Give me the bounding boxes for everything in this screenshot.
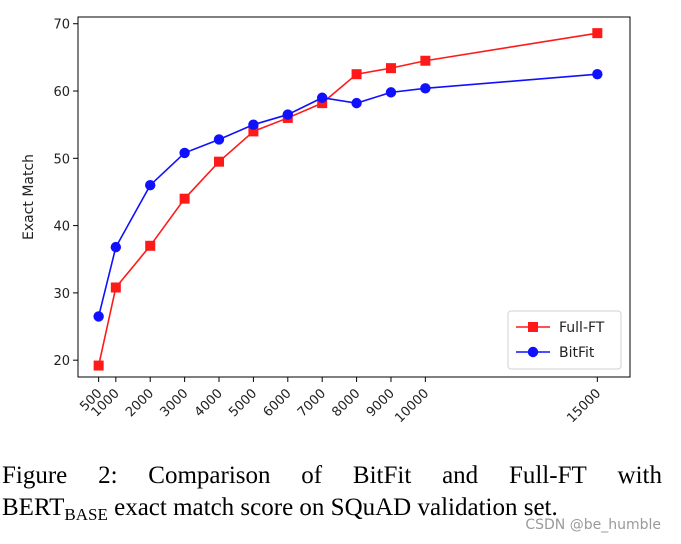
y-tick-label: 70 xyxy=(53,18,70,33)
series-line-bitfit xyxy=(97,73,598,317)
data-point xyxy=(420,55,431,66)
y-tick-label: 30 xyxy=(53,287,70,302)
x-tick-label: 5000 xyxy=(226,386,260,420)
caption-word: with xyxy=(617,462,662,489)
data-point xyxy=(213,134,225,145)
caption-word: 2: xyxy=(98,462,118,489)
caption-word: of xyxy=(301,462,323,489)
data-point xyxy=(145,180,156,191)
data-point xyxy=(592,68,603,80)
x-tick-label: 8000 xyxy=(329,386,363,420)
data-point xyxy=(145,240,156,251)
data-point xyxy=(110,282,121,293)
data-point xyxy=(110,241,122,253)
y-tick-label: 60 xyxy=(53,85,70,100)
caption-word: BitFit xyxy=(352,462,412,489)
x-tick-label: 10000 xyxy=(392,386,432,426)
y-tick-label: 50 xyxy=(53,152,70,167)
plot-frame xyxy=(77,16,631,378)
figure-caption: Figure 2: Comparison of BitFit and Full-FT with… xyxy=(2,460,662,531)
x-tick-label: 7000 xyxy=(295,386,329,420)
data-point xyxy=(93,360,104,371)
data-point xyxy=(248,126,259,137)
caption-line-2: BERTBASE exact match score on SQuAD vali… xyxy=(2,492,662,531)
y-tick-label: 40 xyxy=(53,220,70,235)
caption-rest: exact match score on SQuAD validation se… xyxy=(107,494,558,521)
caption-word: Figure xyxy=(2,462,68,489)
data-point xyxy=(592,28,603,39)
caption-base-subscript: BASE xyxy=(64,505,108,524)
data-point xyxy=(317,98,328,109)
y-tick-label: 20 xyxy=(53,354,70,369)
x-tick-label: 2000 xyxy=(123,386,157,420)
data-point xyxy=(282,109,293,120)
legend-label: BitFit xyxy=(559,345,595,361)
caption-bert: BERT xyxy=(2,494,65,521)
data-point xyxy=(385,87,397,98)
legend-label: Full-FT xyxy=(559,320,605,336)
series-line-full-ft xyxy=(97,32,598,366)
x-tick-label: 3000 xyxy=(157,386,191,420)
data-point xyxy=(351,69,362,80)
caption-word: Comparison xyxy=(148,462,271,489)
legend-marker xyxy=(527,346,539,358)
caption-word: and xyxy=(442,462,479,489)
data-point xyxy=(93,311,104,322)
caption-word: Full-FT xyxy=(508,462,587,489)
data-point xyxy=(179,147,190,159)
watermark: CSDN @be_humble xyxy=(525,517,661,533)
caption-line-1: Figure 2: Comparison of BitFit and Full-FT with xyxy=(2,460,662,492)
x-tick-label: 6000 xyxy=(261,386,295,420)
data-point xyxy=(420,83,431,94)
data-point xyxy=(179,193,190,204)
x-tick-label: 15000 xyxy=(564,386,604,426)
y-axis-title: Exact Match xyxy=(21,154,37,240)
data-point xyxy=(248,119,259,130)
legend-marker xyxy=(528,322,538,332)
data-point xyxy=(214,156,225,167)
data-point xyxy=(316,92,328,103)
data-point xyxy=(351,97,362,109)
x-tick-label: 4000 xyxy=(192,386,226,420)
data-point xyxy=(385,63,396,74)
